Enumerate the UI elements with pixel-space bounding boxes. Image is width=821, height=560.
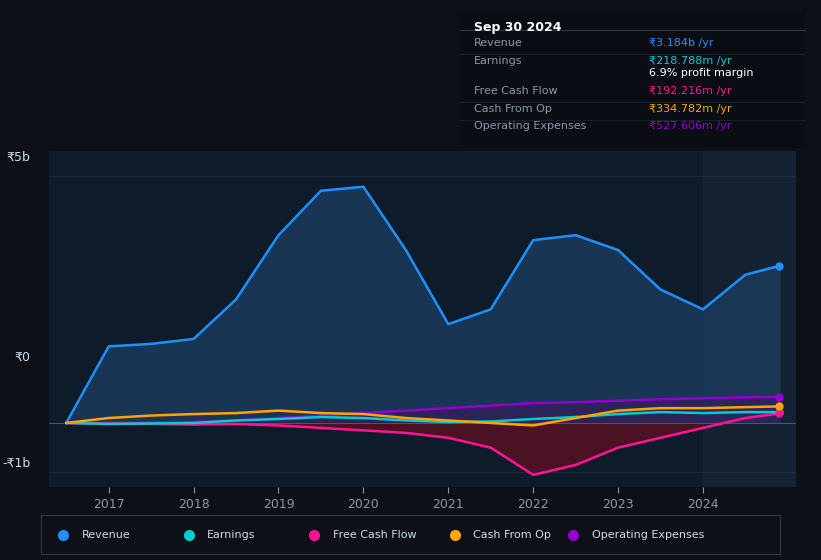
Text: -₹1b: -₹1b [2, 457, 30, 470]
Text: Operating Expenses: Operating Expenses [591, 530, 704, 540]
Text: Earnings: Earnings [474, 55, 522, 66]
Text: Free Cash Flow: Free Cash Flow [474, 86, 557, 96]
Text: 6.9% profit margin: 6.9% profit margin [649, 68, 754, 78]
Text: ₹3.184b /yr: ₹3.184b /yr [649, 38, 714, 48]
Text: Revenue: Revenue [474, 38, 522, 48]
Text: ₹5b: ₹5b [7, 151, 30, 164]
Bar [703, 151, 796, 487]
Text: Cash From Op: Cash From Op [474, 530, 551, 540]
Text: ₹527.606m /yr: ₹527.606m /yr [649, 122, 732, 132]
Text: Sep 30 2024: Sep 30 2024 [474, 21, 561, 34]
Text: Operating Expenses: Operating Expenses [474, 122, 586, 132]
Text: ₹334.782m /yr: ₹334.782m /yr [649, 104, 732, 114]
Text: ₹192.216m /yr: ₹192.216m /yr [649, 86, 732, 96]
Text: Free Cash Flow: Free Cash Flow [333, 530, 416, 540]
Text: ₹218.788m /yr: ₹218.788m /yr [649, 55, 732, 66]
Text: Earnings: Earnings [208, 530, 256, 540]
Text: ₹0: ₹0 [15, 351, 30, 365]
Text: Revenue: Revenue [82, 530, 131, 540]
Text: Cash From Op: Cash From Op [474, 104, 552, 114]
